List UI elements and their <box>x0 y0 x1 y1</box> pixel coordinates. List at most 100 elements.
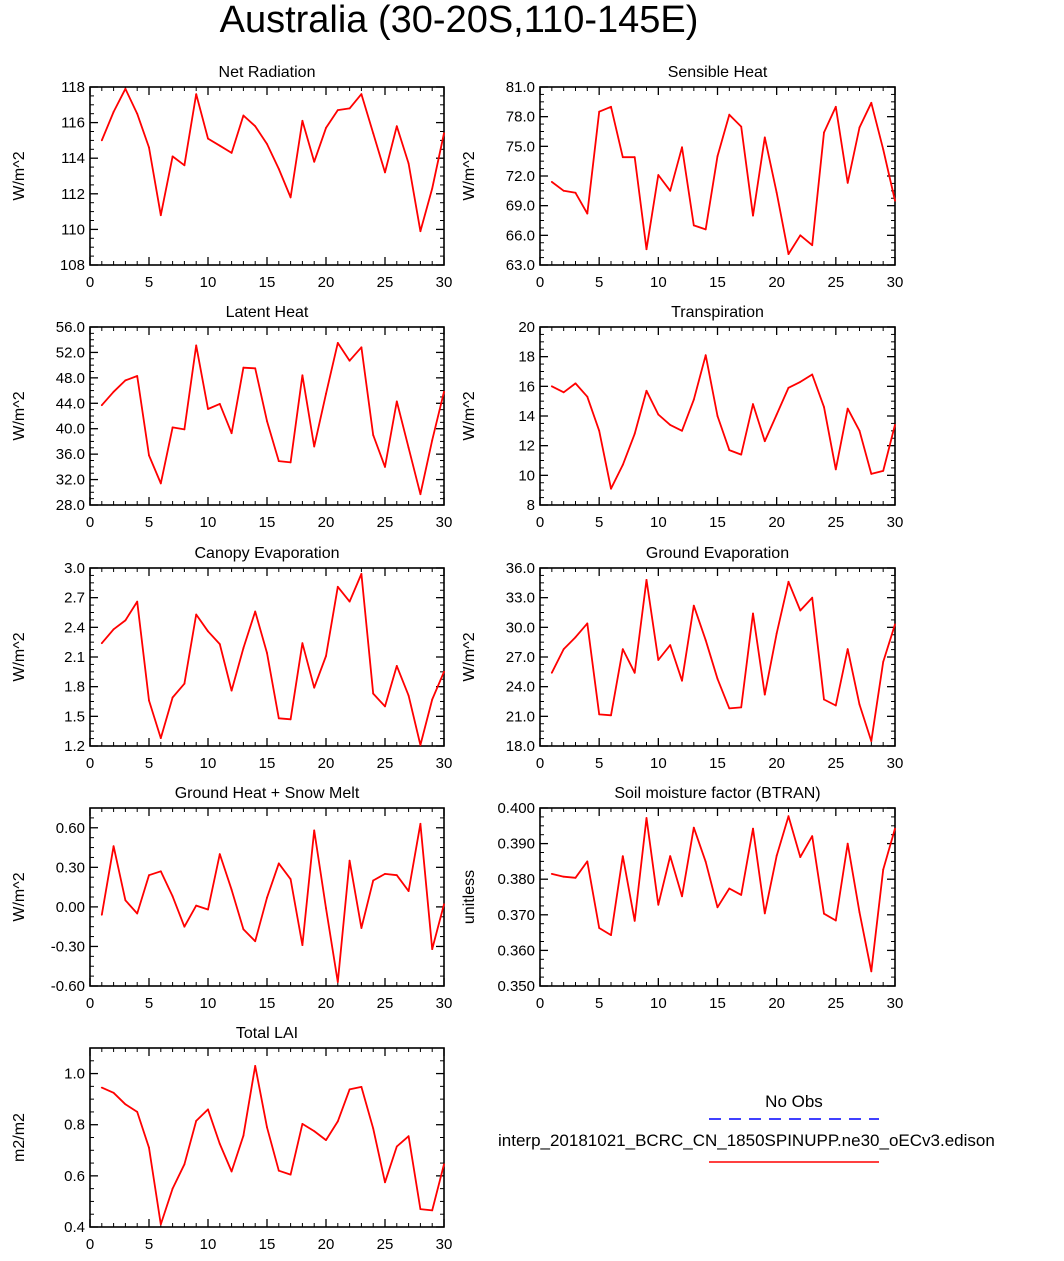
y-axis-label: W/m^2 <box>11 872 28 921</box>
y-tick-label: 75.0 <box>506 138 535 155</box>
y-tick-label: 0.380 <box>497 871 535 888</box>
x-tick-label: 5 <box>595 755 603 772</box>
data-point <box>325 392 327 395</box>
x-tick-label: 0 <box>536 514 544 531</box>
data-point <box>443 1163 445 1166</box>
panel-title: Soil moisture factor (BTRAN) <box>614 785 820 802</box>
data-point <box>704 354 707 357</box>
data-point <box>870 473 873 475</box>
y-tick-label: 1.0 <box>64 1066 85 1083</box>
data-point <box>894 424 896 426</box>
data-point <box>562 391 565 394</box>
data-point <box>681 679 683 682</box>
data-point <box>562 875 565 878</box>
panel-1: 0 5 10 15 20 25 30 108 110 112 114 116 118 Net Radiat… <box>11 64 452 291</box>
data-point <box>336 585 339 588</box>
y-tick-label: 72.0 <box>506 168 535 185</box>
data-point <box>574 191 577 194</box>
x-tick-label: 30 <box>887 274 904 291</box>
data-point <box>218 643 221 645</box>
data-point <box>787 815 790 818</box>
x-tick-label: 5 <box>145 274 153 291</box>
data-point <box>301 1123 304 1125</box>
data-point <box>740 125 743 128</box>
y-tick-label: 56.0 <box>56 319 85 336</box>
y-tick-label: -0.30 <box>51 938 85 955</box>
data-point <box>752 612 754 615</box>
data-point <box>148 454 150 457</box>
data-point <box>336 109 339 111</box>
data-point <box>586 860 589 863</box>
data-point <box>159 737 162 739</box>
data-point <box>395 874 398 877</box>
data-point <box>289 878 292 881</box>
data-point <box>740 706 743 709</box>
data-point <box>550 181 553 183</box>
data-point <box>419 493 422 496</box>
data-point <box>443 903 445 906</box>
series-line-model <box>101 1065 445 1226</box>
data-point <box>242 928 245 931</box>
data-point <box>431 948 434 950</box>
x-tick-label: 5 <box>595 274 603 291</box>
data-point <box>360 93 363 95</box>
data-point <box>598 110 601 113</box>
y-tick-label: -0.60 <box>51 978 85 995</box>
data-point <box>728 887 731 890</box>
data-point <box>348 107 351 110</box>
panel-title: Transpiration <box>671 304 764 321</box>
data-point <box>443 390 445 393</box>
y-tick-label: 8 <box>527 497 535 514</box>
y-tick-label: 52.0 <box>56 344 85 361</box>
data-point <box>834 105 837 108</box>
x-tick-label: 5 <box>145 514 153 531</box>
panel-6: 0 5 10 15 20 25 30 18.0 21.0 24.0 27.0 30.0 33.0 36.0… <box>461 545 903 772</box>
data-point <box>858 703 861 706</box>
data-point <box>787 253 790 256</box>
data-point <box>621 156 624 159</box>
y-tick-label: 14 <box>518 408 535 425</box>
panel-9: 0 5 10 15 20 25 30 0.4 0.6 0.8 1.0 Total LAI m2/m2 <box>11 1025 452 1253</box>
data-point <box>752 827 754 830</box>
data-point <box>692 604 695 607</box>
y-tick-label: 24.0 <box>506 679 535 696</box>
y-tick-label: 20 <box>518 319 535 336</box>
data-point <box>858 126 861 129</box>
data-point <box>124 619 127 622</box>
data-point <box>112 845 115 848</box>
y-tick-label: 0.30 <box>56 859 85 876</box>
data-point <box>112 390 115 393</box>
data-point <box>384 1181 386 1184</box>
x-tick-label: 10 <box>200 995 217 1012</box>
y-tick-label: 0.6 <box>64 1168 85 1185</box>
y-tick-label: 0.390 <box>497 836 535 853</box>
x-tick-label: 30 <box>436 995 453 1012</box>
series-line-model <box>100 87 445 233</box>
data-point <box>407 162 410 165</box>
y-tick-label: 36.0 <box>506 560 535 577</box>
x-tick-label: 20 <box>318 1236 335 1253</box>
data-point <box>846 407 849 410</box>
data-point <box>763 912 766 915</box>
data-point <box>301 119 304 122</box>
y-tick-label: 66.0 <box>506 227 535 244</box>
data-point <box>846 182 849 184</box>
series-line-model <box>101 341 445 496</box>
y-tick-label: 0.60 <box>56 820 85 837</box>
data-point <box>124 379 127 382</box>
data-point <box>407 446 410 449</box>
x-tick-label: 10 <box>200 1236 217 1253</box>
x-tick-label: 0 <box>86 514 94 531</box>
data-point <box>112 1091 115 1094</box>
data-point <box>811 596 814 599</box>
data-point <box>325 127 327 129</box>
data-point <box>728 449 731 451</box>
data-point <box>277 862 280 865</box>
data-point <box>254 125 257 128</box>
data-point <box>277 717 280 720</box>
panel-title: Ground Heat + Snow Melt <box>175 785 360 802</box>
x-tick-label: 0 <box>86 995 94 1012</box>
data-point <box>325 655 327 657</box>
data-point <box>823 406 825 408</box>
x-tick-label: 25 <box>377 995 394 1012</box>
